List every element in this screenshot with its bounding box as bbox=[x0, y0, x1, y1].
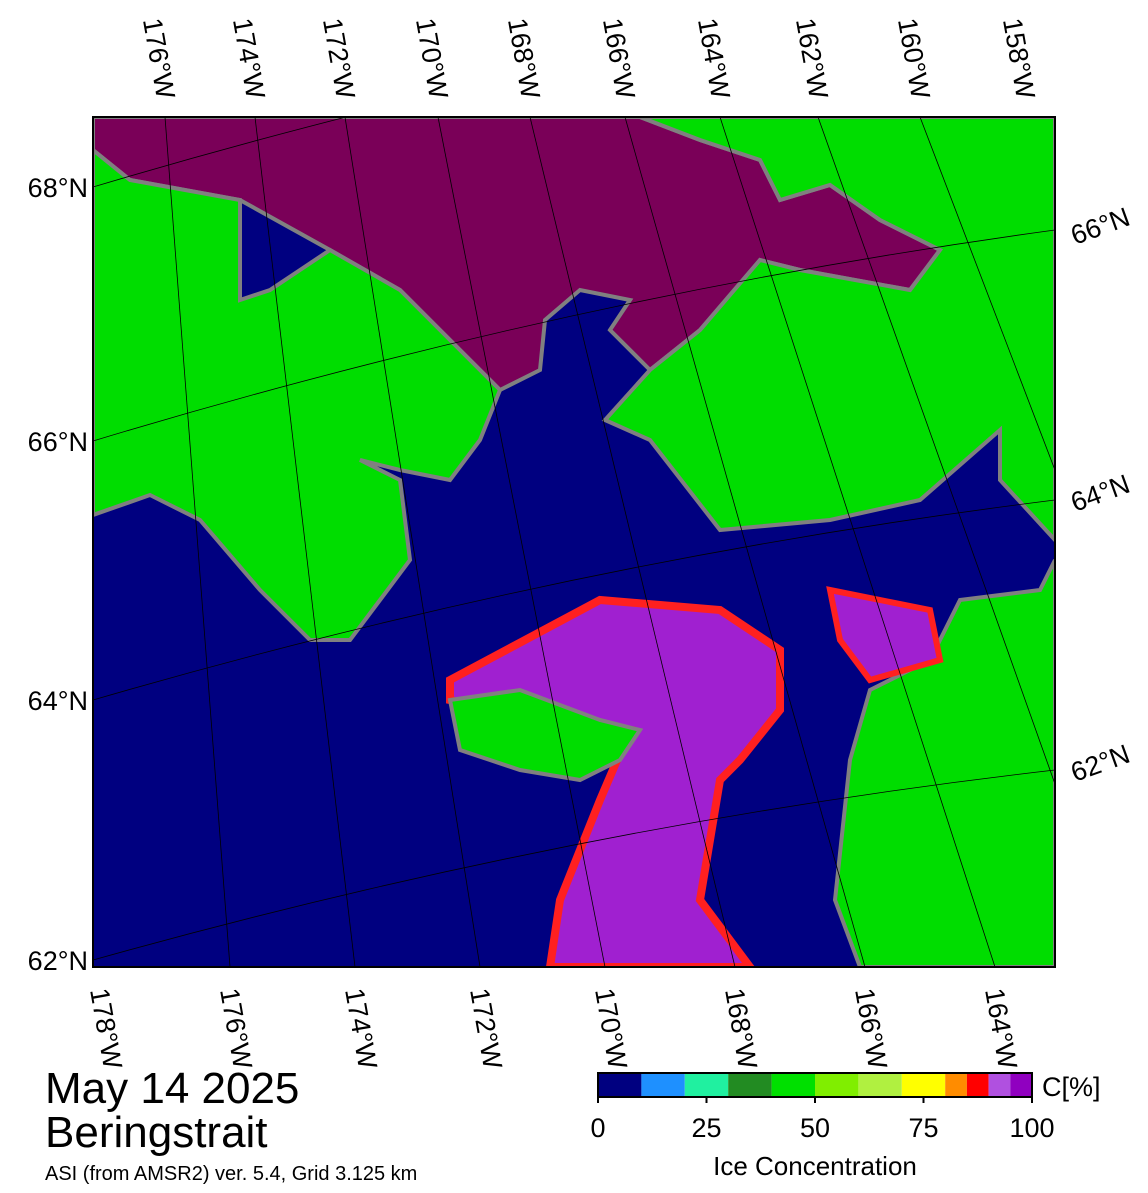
bottom-lon-label: 178°W bbox=[84, 986, 128, 1072]
colorbar-swatch bbox=[684, 1073, 729, 1097]
top-lon-label: 160°W bbox=[892, 16, 936, 102]
left-lat-label: 64°N bbox=[28, 686, 88, 716]
graticule bbox=[93, 117, 1055, 967]
colorbar-tick-label: 100 bbox=[1009, 1113, 1054, 1143]
map bbox=[93, 117, 1055, 967]
parallel bbox=[93, 499, 1055, 701]
right-lat-label: 66°N bbox=[1067, 202, 1134, 251]
colorbar-swatch bbox=[945, 1073, 967, 1097]
bottom-lon-label: 172°W bbox=[464, 986, 508, 1072]
top-lon-label: 172°W bbox=[317, 16, 361, 102]
left-lat-label: 62°N bbox=[28, 946, 88, 976]
right-lat-label: 64°N bbox=[1067, 469, 1134, 518]
left-lat-label: 68°N bbox=[28, 173, 88, 203]
parallel bbox=[93, 769, 1055, 961]
colorbar-tick-label: 75 bbox=[908, 1113, 938, 1143]
top-lon-label: 164°W bbox=[692, 16, 736, 102]
colorbar-swatch bbox=[641, 1073, 685, 1097]
top-lon-label: 176°W bbox=[137, 16, 181, 102]
meridian bbox=[919, 117, 1055, 472]
colorbar-tick-label: 0 bbox=[590, 1113, 605, 1143]
land-st-lawrence bbox=[447, 687, 644, 783]
colorbar-swatch bbox=[966, 1073, 989, 1097]
colorbar-swatch bbox=[771, 1073, 815, 1097]
bottom-lon-label: 170°W bbox=[589, 986, 633, 1072]
bottom-lon-label: 164°W bbox=[979, 986, 1023, 1072]
colorbar-tick-label: 50 bbox=[800, 1113, 830, 1143]
bottom-lon-label: 168°W bbox=[719, 986, 763, 1072]
land-alaska-south bbox=[832, 559, 1055, 967]
colorbar-swatch bbox=[815, 1073, 859, 1097]
colorbar-swatch bbox=[858, 1073, 902, 1097]
map-frame bbox=[92, 116, 1056, 968]
land-seward bbox=[601, 117, 1055, 543]
parallel bbox=[93, 229, 1055, 442]
parallel bbox=[93, 117, 348, 188]
meridian bbox=[719, 117, 996, 967]
region: Beringstrait bbox=[45, 1108, 268, 1157]
colorbar: 0 25 50 75 100 bbox=[590, 1072, 1055, 1143]
top-lon-label: 162°W bbox=[790, 16, 834, 102]
meridian bbox=[254, 117, 356, 967]
colorbar-swatch bbox=[728, 1073, 772, 1097]
meridian bbox=[344, 117, 481, 967]
source: ASI (from AMSR2) ver. 5.4, Grid 3.125 km bbox=[45, 1163, 417, 1185]
bottom-lon-label: 176°W bbox=[214, 986, 258, 1072]
top-lon-label: 174°W bbox=[227, 16, 271, 102]
title: May 14 2025 bbox=[45, 1064, 299, 1113]
meridian bbox=[164, 117, 231, 967]
top-lon-label: 168°W bbox=[502, 16, 546, 102]
bottom-lon-label: 166°W bbox=[849, 986, 893, 1072]
land-chukotka bbox=[93, 147, 503, 642]
meridian bbox=[437, 117, 606, 967]
colorbar-label: Ice Concentration bbox=[713, 1151, 917, 1181]
top-lon-label: 158°W bbox=[997, 16, 1041, 102]
colorbar-swatch bbox=[598, 1073, 642, 1097]
meridian bbox=[624, 117, 866, 967]
colorbar-swatch bbox=[1010, 1073, 1032, 1097]
top-lon-label: 170°W bbox=[410, 16, 454, 102]
colorbar-unit: C[%] bbox=[1042, 1072, 1101, 1102]
top-lon-label: 166°W bbox=[597, 16, 641, 102]
bottom-lon-label: 174°W bbox=[339, 986, 383, 1072]
colorbar-swatch bbox=[988, 1073, 1011, 1097]
colorbar-swatch bbox=[901, 1073, 946, 1097]
meridian bbox=[529, 117, 736, 967]
right-lat-label: 62°N bbox=[1067, 739, 1134, 788]
sea-ice-norton bbox=[826, 586, 944, 684]
colorbar-tick-label: 25 bbox=[691, 1113, 721, 1143]
left-lat-label: 66°N bbox=[28, 427, 88, 457]
